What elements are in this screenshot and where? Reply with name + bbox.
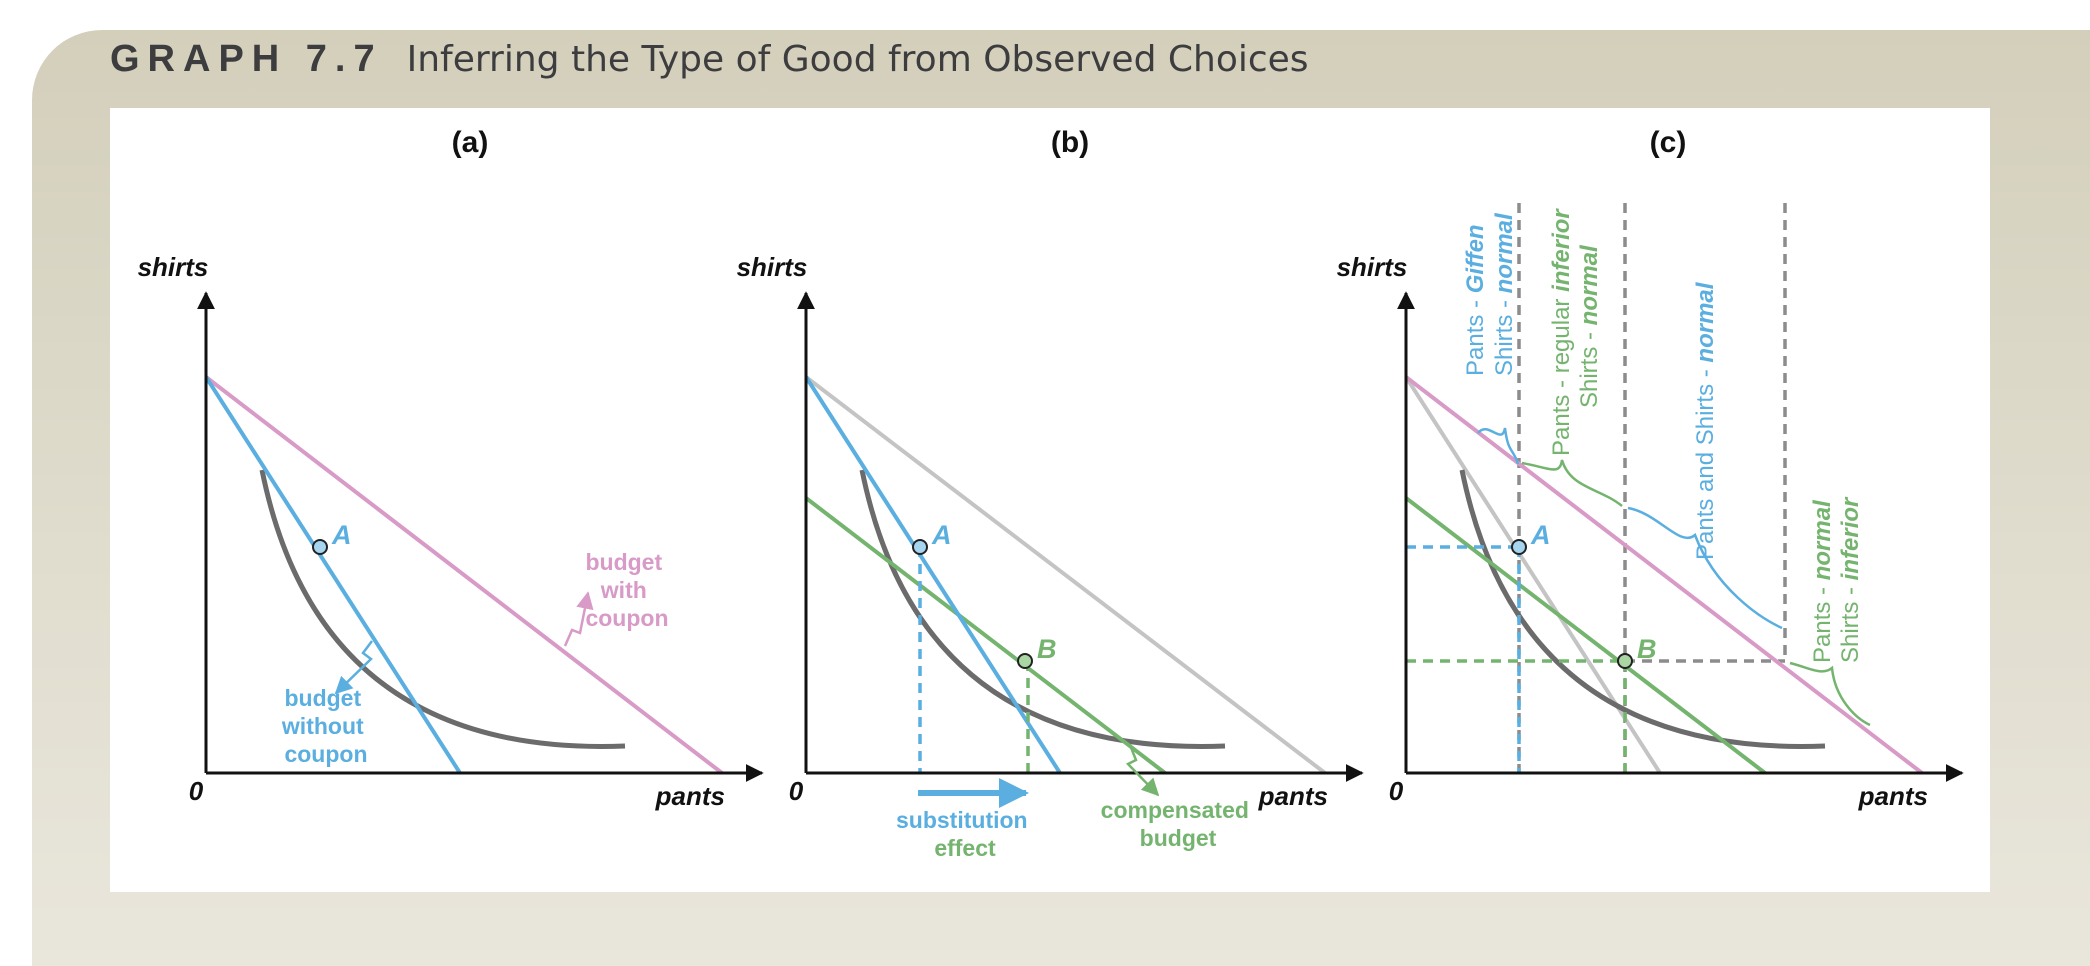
panel-c-region-4-line2: Shirts - inferior — [1837, 496, 1864, 663]
panel-b-point-b — [1017, 653, 1033, 669]
panel-b-x-axis-label: pants — [1258, 781, 1328, 811]
panel-b: (b) shirts pants 0 A B substitution effe… — [737, 126, 1364, 861]
panel-b-point-a-label: A — [931, 520, 952, 550]
panel-c-point-b-label: B — [1637, 634, 1657, 664]
panel-a-budget-with-coupon-label: budget with coupon — [585, 549, 668, 631]
panel-b-point-b-label: B — [1037, 634, 1057, 664]
panel-a-budget-without-coupon-label: budget without coupon — [281, 685, 370, 767]
panel-a-pink-pointer — [563, 591, 594, 647]
panel-b-green-pointer — [1125, 744, 1160, 797]
panel-a-blue-pointer — [334, 640, 373, 695]
panel-c-new-budget-line — [1404, 375, 1924, 775]
economics-diagram: (a) shirts pants 0 A budget with coupon … — [138, 126, 1964, 861]
panel-a-origin-label: 0 — [189, 776, 204, 806]
panel-b-y-axis-label: shirts — [737, 252, 808, 282]
panel-c-compensated-budget-line — [1404, 496, 1767, 775]
panel-c-region-4-line1: Pants - normal — [1809, 499, 1836, 663]
panel-c-indifference-curve — [1459, 469, 1826, 749]
panel-b-point-a — [912, 539, 928, 555]
panel-a-point-a-label: A — [331, 520, 352, 550]
panel-b-compensated-budget-line — [804, 496, 1167, 775]
panel-c-point-a-label: A — [1530, 520, 1551, 550]
panel-b-compensated-budget-label: compensated budget — [1101, 797, 1256, 851]
panel-b-original-budget-line — [804, 375, 1062, 775]
figure-panel: (a) shirts pants 0 A budget with coupon … — [110, 108, 1990, 892]
panel-a-x-axis-label: pants — [655, 781, 725, 811]
panel-b-origin-label: 0 — [789, 776, 804, 806]
panel-a-budget-without-coupon-line — [204, 375, 462, 775]
panel-c-region-2-line1: Pants - regular inferior — [1548, 208, 1575, 456]
panel-a-label: (a) — [452, 126, 489, 159]
figure-title: Inferring the Type of Good from Observed… — [406, 39, 1309, 80]
panel-a: (a) shirts pants 0 A budget with coupon … — [138, 126, 764, 811]
panel-c-point-a — [1511, 539, 1527, 555]
panel-a-point-a — [312, 539, 328, 555]
panel-c-brace-region-1 — [1477, 427, 1520, 465]
panel-b-new-budget-line — [804, 375, 1327, 775]
panel-c-region-1-line1: Pants - Giffen — [1462, 224, 1489, 376]
panel-b-substitution-effect-label: substitution effect — [896, 807, 1034, 861]
panel-b-label: (b) — [1051, 126, 1089, 159]
panel-c-x-axis-label: pants — [1858, 781, 1928, 811]
panel-c-point-b — [1617, 653, 1633, 669]
figure-header: GRAPH 7.7 Inferring the Type of Good fro… — [110, 38, 1309, 98]
panel-c-brace-region-2 — [1521, 459, 1623, 507]
figure-label: GRAPH 7.7 — [110, 38, 383, 80]
panel-c-original-budget-line — [1404, 375, 1662, 775]
panel-c-origin-label: 0 — [1389, 776, 1404, 806]
panel-a-indifference-curve — [259, 469, 626, 749]
panel-c-label: (c) — [1650, 126, 1687, 159]
panel-a-y-axis-label: shirts — [138, 252, 209, 282]
panel-c-region-2-line2: Shirts - normal — [1576, 244, 1603, 408]
panel-c-brace-region-4 — [1789, 661, 1871, 727]
panel-a-budget-with-coupon-line — [204, 375, 724, 775]
panel-c-brace-region-3 — [1627, 506, 1783, 630]
panel-c-region-3-line1: Pants and Shirts - normal — [1692, 281, 1719, 560]
panel-c-region-1-line2: Shirts - normal — [1491, 212, 1518, 376]
panel-b-indifference-curve — [859, 469, 1226, 749]
panel-c: (c) shirts pants 0 A B Pants - Giffen Sh… — [1337, 126, 1964, 811]
panel-c-y-axis-label: shirts — [1337, 252, 1408, 282]
